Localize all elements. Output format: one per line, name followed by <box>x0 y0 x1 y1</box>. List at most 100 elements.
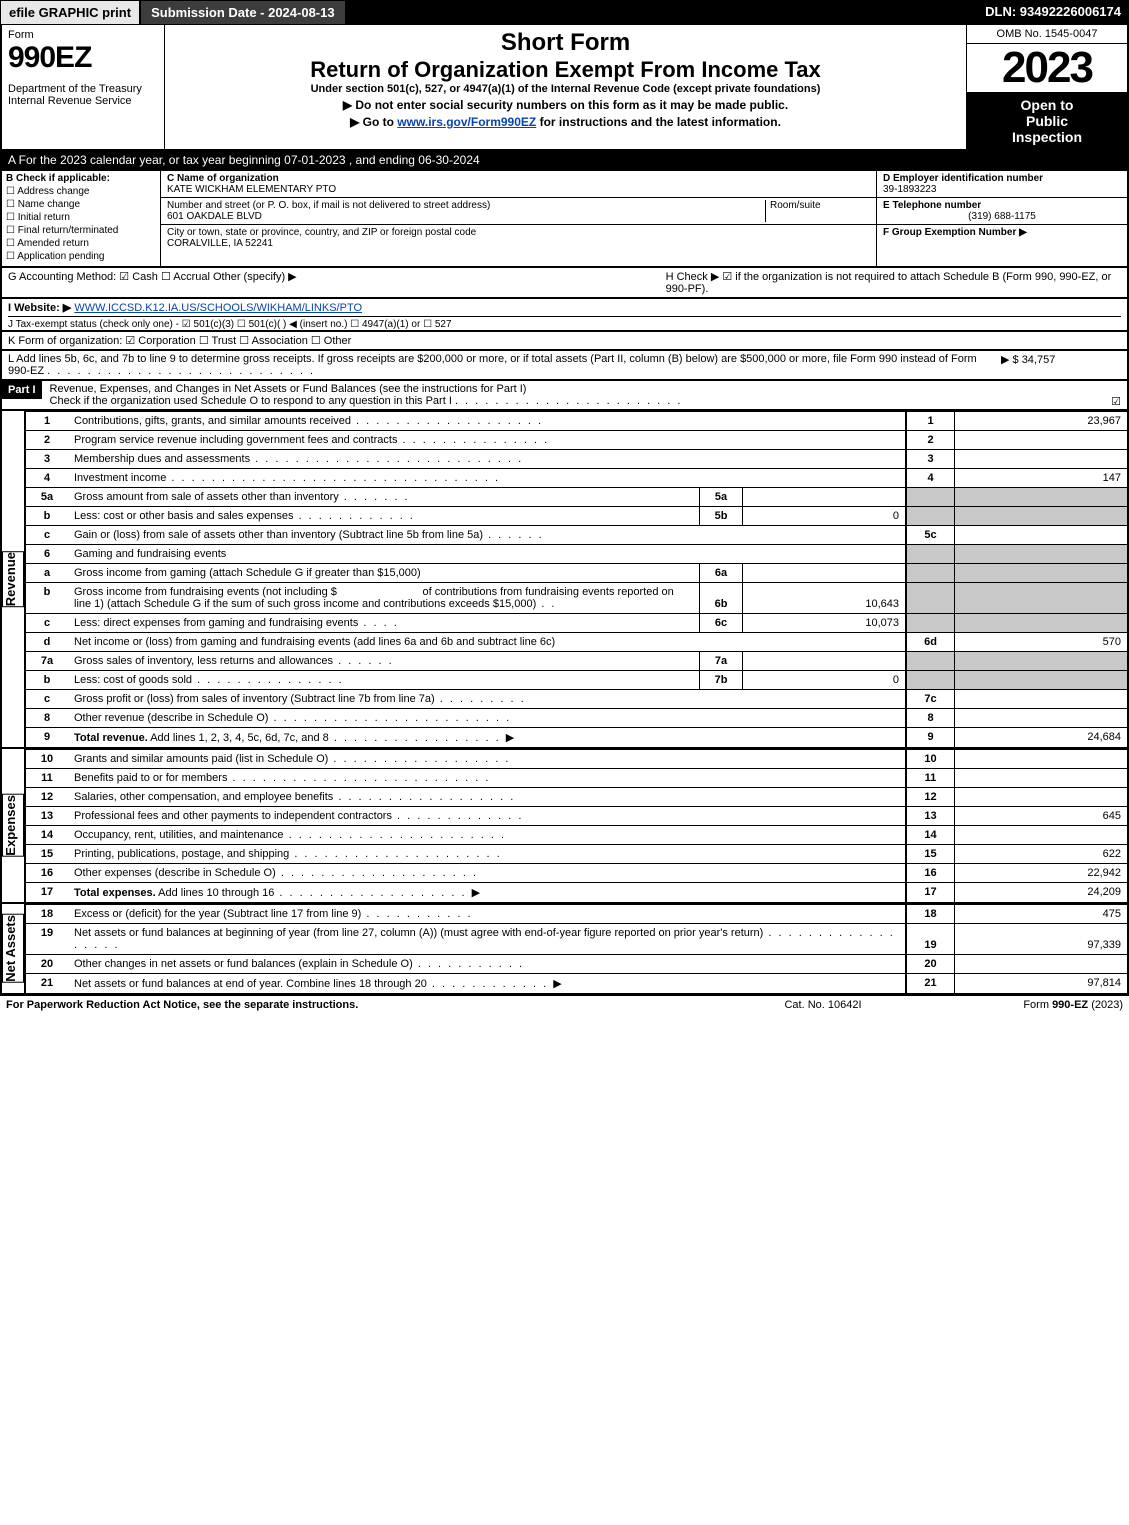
inspect-line3: Inspection <box>971 129 1123 145</box>
table-row: c Gross profit or (loss) from sales of i… <box>25 690 1128 709</box>
table-row: 10 Grants and similar amounts paid (list… <box>25 750 1128 769</box>
table-row: c Gain or (loss) from sale of assets oth… <box>25 526 1128 545</box>
table-row: 5a Gross amount from sale of assets othe… <box>25 488 1128 507</box>
ein-cell: D Employer identification number 39-1893… <box>877 171 1127 198</box>
line-amount: 23,967 <box>955 412 1129 431</box>
line-desc: Contributions, gifts, grants, and simila… <box>68 412 906 431</box>
table-row: 19 Net assets or fund balances at beginn… <box>25 924 1128 955</box>
submission-date: Submission Date - 2024-08-13 <box>140 0 346 25</box>
table-row: 12 Salaries, other compensation, and emp… <box>25 788 1128 807</box>
net-assets-label: Net Assets <box>2 914 24 983</box>
table-row: 20 Other changes in net assets or fund b… <box>25 955 1128 974</box>
table-row: 7a Gross sales of inventory, less return… <box>25 652 1128 671</box>
footer-form-ref: Form 990-EZ (2023) <box>923 999 1123 1011</box>
cb-name-change[interactable]: ☐ Name change <box>6 199 156 210</box>
footer-cat-no: Cat. No. 10642I <box>723 999 923 1011</box>
header-right: OMB No. 1545-0047 2023 Open to Public In… <box>966 25 1127 149</box>
table-row: b Gross income from fundraising events (… <box>25 583 1128 614</box>
b-title: B Check if applicable: <box>6 173 156 184</box>
row-l-amount: ▶ $ 34,757 <box>1001 353 1121 377</box>
expenses-table: 10 Grants and similar amounts paid (list… <box>24 749 1129 904</box>
row-g-h: G Accounting Method: ☑ Cash ☐ Accrual Ot… <box>0 268 1129 299</box>
efile-label: efile GRAPHIC print <box>0 0 140 25</box>
c-name-label: C Name of organization <box>167 173 279 184</box>
cb-application-pending[interactable]: ☐ Application pending <box>6 251 156 262</box>
table-row: 11 Benefits paid to or for members . . .… <box>25 769 1128 788</box>
inspect-line1: Open to <box>971 97 1123 113</box>
table-row: b Less: cost of goods sold . . . . . . .… <box>25 671 1128 690</box>
inspect-line2: Public <box>971 113 1123 129</box>
subtitle: Under section 501(c), 527, or 4947(a)(1)… <box>175 83 956 95</box>
table-row: 17 Total expenses. Add lines 10 through … <box>25 883 1128 904</box>
part-i-checkbox[interactable]: ☑ <box>1111 381 1127 408</box>
footer-left: For Paperwork Reduction Act Notice, see … <box>6 999 723 1011</box>
footer: For Paperwork Reduction Act Notice, see … <box>0 995 1129 1014</box>
header-center: Short Form Return of Organization Exempt… <box>165 25 966 149</box>
dept-treasury: Department of the Treasury <box>8 83 158 95</box>
line-box: 1 <box>906 412 955 431</box>
spacer <box>346 0 978 25</box>
part-i-check-line: Check if the organization used Schedule … <box>50 395 452 407</box>
part-i-header: Part I Revenue, Expenses, and Changes in… <box>0 381 1129 411</box>
main-title: Return of Organization Exempt From Incom… <box>175 57 956 83</box>
table-row: 1 Contributions, gifts, grants, and simi… <box>25 412 1128 431</box>
street-address: 601 OAKDALE BLVD <box>167 211 262 222</box>
table-row: 3 Membership dues and assessments . . . … <box>25 450 1128 469</box>
ein-value: 39-1893223 <box>883 184 936 195</box>
revenue-label: Revenue <box>2 551 24 607</box>
expenses-section: Expenses 10 Grants and similar amounts p… <box>0 749 1129 904</box>
row-k: K Form of organization: ☑ Corporation ☐ … <box>0 332 1129 351</box>
group-label: F Group Exemption Number ▶ <box>883 227 1027 238</box>
row-g: G Accounting Method: ☑ Cash ☐ Accrual Ot… <box>8 270 646 295</box>
part-i-title: Revenue, Expenses, and Changes in Net As… <box>50 383 527 395</box>
cb-amended-return[interactable]: ☐ Amended return <box>6 238 156 249</box>
row-l: L Add lines 5b, 6c, and 7b to line 9 to … <box>0 351 1129 381</box>
cb-final-return[interactable]: ☐ Final return/terminated <box>6 225 156 236</box>
short-form-title: Short Form <box>175 29 956 57</box>
cb-initial-return[interactable]: ☐ Initial return <box>6 212 156 223</box>
open-inspection: Open to Public Inspection <box>967 93 1127 149</box>
website-link[interactable]: WWW.ICCSD.K12.IA.US/SCHOOLS/WIKHAM/LINKS… <box>74 302 362 314</box>
warning-goto: ▶ Go to www.irs.gov/Form990EZ for instru… <box>175 115 956 129</box>
phone-value: (319) 688-1175 <box>883 211 1121 222</box>
phone-label: E Telephone number <box>883 200 981 211</box>
table-row: d Net income or (loss) from gaming and f… <box>25 633 1128 652</box>
net-assets-table: 18 Excess or (deficit) for the year (Sub… <box>24 904 1129 995</box>
dln-label: DLN: 93492226006174 <box>977 0 1129 25</box>
ein-label: D Employer identification number <box>883 173 1043 184</box>
table-row: 13 Professional fees and other payments … <box>25 807 1128 826</box>
table-row: b Less: cost or other basis and sales ex… <box>25 507 1128 526</box>
warning-ssn: ▶ Do not enter social security numbers o… <box>175 98 956 112</box>
address-row: Number and street (or P. O. box, if mail… <box>161 198 876 225</box>
room-suite-label: Room/suite <box>765 200 870 222</box>
table-row: 6 Gaming and fundraising events <box>25 545 1128 564</box>
website-label: I Website: ▶ <box>8 302 71 314</box>
form-number: 990EZ <box>8 41 158 75</box>
col-d-e-f: D Employer identification number 39-1893… <box>876 171 1127 266</box>
cb-address-change[interactable]: ☐ Address change <box>6 186 156 197</box>
table-row: c Less: direct expenses from gaming and … <box>25 614 1128 633</box>
top-bar: efile GRAPHIC print Submission Date - 20… <box>0 0 1129 25</box>
row-a-tax-year: A For the 2023 calendar year, or tax yea… <box>0 151 1129 171</box>
table-row: 14 Occupancy, rent, utilities, and maint… <box>25 826 1128 845</box>
irs-link[interactable]: www.irs.gov/Form990EZ <box>397 115 536 129</box>
net-assets-section: Net Assets 18 Excess or (deficit) for th… <box>0 904 1129 995</box>
tax-year: 2023 <box>967 44 1127 93</box>
row-h: H Check ▶ ☑ if the organization is not r… <box>666 270 1121 295</box>
table-row: 21 Net assets or fund balances at end of… <box>25 974 1128 995</box>
table-row: 15 Printing, publications, postage, and … <box>25 845 1128 864</box>
form-header: Form 990EZ Department of the Treasury In… <box>0 25 1129 151</box>
table-row: 2 Program service revenue including gove… <box>25 431 1128 450</box>
form-word: Form <box>8 29 158 41</box>
city-label: City or town, state or province, country… <box>167 227 476 238</box>
col-c-org-info: C Name of organization KATE WICKHAM ELEM… <box>161 171 876 266</box>
revenue-section: Revenue 1 Contributions, gifts, grants, … <box>0 411 1129 749</box>
org-name-cell: C Name of organization KATE WICKHAM ELEM… <box>161 171 876 198</box>
table-row: a Gross income from gaming (attach Sched… <box>25 564 1128 583</box>
expenses-label: Expenses <box>2 794 24 857</box>
info-block: B Check if applicable: ☐ Address change … <box>0 171 1129 268</box>
line-no: 1 <box>25 412 68 431</box>
revenue-table: 1 Contributions, gifts, grants, and simi… <box>24 411 1129 749</box>
table-row: 16 Other expenses (describe in Schedule … <box>25 864 1128 883</box>
row-j: J Tax-exempt status (check only one) - ☑… <box>8 316 1121 330</box>
